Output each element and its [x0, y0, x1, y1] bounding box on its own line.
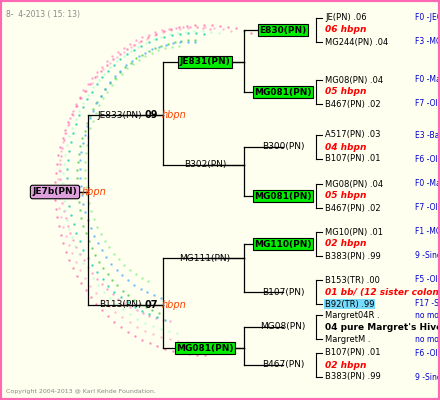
- Text: B92(TR) .99: B92(TR) .99: [325, 300, 374, 308]
- Text: B107(PN) .01: B107(PN) .01: [325, 348, 381, 358]
- Text: MG08(PN) .04: MG08(PN) .04: [325, 180, 383, 188]
- Text: 01 bb/ (12 sister colonies): 01 bb/ (12 sister colonies): [325, 288, 440, 296]
- Text: MG10(PN) .01: MG10(PN) .01: [325, 228, 383, 236]
- Text: F1 -MG99R: F1 -MG99R: [415, 228, 440, 236]
- Text: F17 -Sinop62R: F17 -Sinop62R: [415, 300, 440, 308]
- Text: hbpn: hbpn: [162, 300, 187, 310]
- Text: B467(PN) .02: B467(PN) .02: [325, 204, 381, 212]
- Text: JE831(PN): JE831(PN): [180, 58, 231, 66]
- Text: B383(PN) .99: B383(PN) .99: [325, 252, 381, 260]
- Text: F0 -Margret04R: F0 -Margret04R: [415, 76, 440, 84]
- Text: 07: 07: [144, 300, 158, 310]
- Text: MG08(PN) .04: MG08(PN) .04: [325, 76, 383, 84]
- Text: MargretM .: MargretM .: [325, 334, 370, 344]
- Text: B302(PN): B302(PN): [184, 160, 226, 170]
- Text: F7 -Old_Lady: F7 -Old_Lady: [415, 204, 440, 212]
- Text: A517(PN) .03: A517(PN) .03: [325, 130, 381, 140]
- Text: hbpn: hbpn: [82, 187, 107, 197]
- Text: MG111(PN): MG111(PN): [180, 254, 231, 262]
- Text: F6 -Old_Lady: F6 -Old_Lady: [415, 154, 440, 164]
- Text: MG08(PN): MG08(PN): [260, 322, 306, 332]
- Text: JE(PN) .06: JE(PN) .06: [325, 14, 367, 22]
- Text: 04 pure Margret's Hive No 8: 04 pure Margret's Hive No 8: [325, 322, 440, 332]
- Text: B107(PN) .01: B107(PN) .01: [325, 154, 381, 164]
- Text: MG081(PN): MG081(PN): [176, 344, 234, 352]
- Text: 10: 10: [65, 187, 78, 197]
- Text: no more: no more: [415, 310, 440, 320]
- Text: MG081(PN): MG081(PN): [254, 88, 312, 96]
- Text: JE7b(PN): JE7b(PN): [33, 188, 77, 196]
- Text: 9 -SinopEgg86R: 9 -SinopEgg86R: [415, 252, 440, 260]
- Text: no more: no more: [415, 334, 440, 344]
- Text: 09: 09: [144, 110, 158, 120]
- Text: 06 hbpn: 06 hbpn: [325, 26, 367, 34]
- Text: 02 hbpn: 02 hbpn: [325, 360, 367, 370]
- Text: MG244(PN) .04: MG244(PN) .04: [325, 38, 388, 46]
- Text: 02 hbpn: 02 hbpn: [325, 240, 367, 248]
- Text: F5 -Old_Lady: F5 -Old_Lady: [415, 276, 440, 284]
- Text: Margret04R .: Margret04R .: [325, 310, 380, 320]
- Text: B153(TR) .00: B153(TR) .00: [325, 276, 380, 284]
- Text: F7 -Old_Lady: F7 -Old_Lady: [415, 100, 440, 108]
- Text: 9 -SinopEgg86R: 9 -SinopEgg86R: [415, 372, 440, 382]
- Text: 8-  4-2013 ( 15: 13): 8- 4-2013 ( 15: 13): [6, 10, 80, 18]
- Text: B113(PN): B113(PN): [99, 300, 141, 310]
- Text: B467(PN) .02: B467(PN) .02: [325, 100, 381, 108]
- Text: B383(PN) .99: B383(PN) .99: [325, 372, 381, 382]
- Text: 05 hbpn: 05 hbpn: [325, 192, 367, 200]
- Text: B467(PN): B467(PN): [262, 360, 304, 370]
- Text: E3 -Bayburt98-3R: E3 -Bayburt98-3R: [415, 130, 440, 140]
- Text: Copyright 2004-2013 @ Karl Kehde Foundation.: Copyright 2004-2013 @ Karl Kehde Foundat…: [6, 390, 156, 394]
- Text: MG081(PN): MG081(PN): [254, 192, 312, 200]
- Text: MG110(PN): MG110(PN): [254, 240, 312, 248]
- Text: E830(PN): E830(PN): [259, 26, 307, 34]
- Text: B107(PN): B107(PN): [262, 288, 304, 296]
- Text: F0 -Margret04R: F0 -Margret04R: [415, 180, 440, 188]
- Text: 04 hbpn: 04 hbpn: [325, 142, 367, 152]
- Text: JE833(PN): JE833(PN): [98, 110, 142, 120]
- Text: hbpn: hbpn: [162, 110, 187, 120]
- Text: F6 -Old_Lady: F6 -Old_Lady: [415, 348, 440, 358]
- Text: 05 hbpn: 05 hbpn: [325, 88, 367, 96]
- Text: F3 -MG99R: F3 -MG99R: [415, 38, 440, 46]
- Text: B300(PN): B300(PN): [262, 142, 304, 152]
- Text: F0 -JE06-Q: F0 -JE06-Q: [415, 14, 440, 22]
